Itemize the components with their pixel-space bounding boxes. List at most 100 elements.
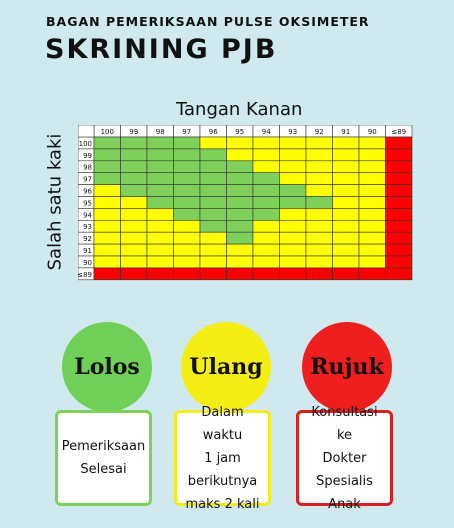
row-header-label: 99 bbox=[83, 152, 92, 160]
grid-cell bbox=[146, 220, 174, 233]
grid-cell bbox=[332, 136, 360, 150]
grid-cell bbox=[120, 136, 148, 150]
row-header-label: 97 bbox=[83, 176, 92, 184]
grid-cell bbox=[332, 196, 360, 209]
grid-cell bbox=[332, 267, 360, 281]
grid-cell bbox=[199, 172, 227, 185]
grid-cell bbox=[173, 184, 201, 197]
grid-cell bbox=[385, 196, 413, 209]
row-header-label: 90 bbox=[83, 259, 92, 267]
grid-cell bbox=[93, 196, 121, 209]
grid-cell bbox=[279, 172, 307, 185]
column-header-label: 92 bbox=[315, 128, 324, 136]
grid-cell bbox=[279, 220, 307, 233]
ulang-description-box: Dalam waktu 1 jam berikutnya maks 2 kali bbox=[174, 405, 271, 512]
grid-cell bbox=[279, 136, 307, 150]
corner-cell bbox=[78, 125, 95, 138]
grid-cell bbox=[173, 267, 201, 281]
grid-cell bbox=[226, 148, 254, 162]
grid-cell bbox=[120, 184, 148, 197]
rujuk-description-line: Dokter bbox=[322, 450, 367, 466]
rujuk-circle: Rujuk bbox=[302, 322, 392, 412]
grid-cell bbox=[120, 243, 148, 257]
grid-cell bbox=[120, 196, 148, 209]
grid-cell bbox=[199, 160, 227, 173]
grid-cell bbox=[120, 231, 148, 245]
grid-cell bbox=[146, 148, 174, 162]
grid-cell bbox=[173, 148, 201, 162]
grid-cell bbox=[199, 136, 227, 150]
grid-cell bbox=[146, 208, 174, 221]
grid-cell bbox=[385, 267, 413, 281]
grid-cell bbox=[305, 208, 333, 221]
grid-cell bbox=[93, 208, 121, 221]
grid-cell bbox=[252, 220, 280, 233]
grid-cell bbox=[226, 231, 254, 245]
grid-cell bbox=[146, 160, 174, 173]
rujuk-description-box: Konsultasi ke Dokter Spesialis Anak bbox=[296, 405, 393, 512]
grid-cell bbox=[358, 160, 386, 173]
top-axis-label: Tangan Kanan bbox=[176, 99, 303, 120]
grid-cell bbox=[252, 172, 280, 185]
grid-cell bbox=[93, 172, 121, 185]
side-axis-label: Salah satu kaki bbox=[44, 133, 66, 271]
grid-cell bbox=[226, 160, 254, 173]
grid-cell bbox=[358, 255, 386, 269]
grid-cell bbox=[173, 196, 201, 209]
grid-cell bbox=[173, 255, 201, 269]
grid-cell bbox=[199, 208, 227, 221]
grid-cell bbox=[93, 267, 121, 281]
grid-cell bbox=[305, 220, 333, 233]
column-header-label: 91 bbox=[341, 128, 350, 136]
rujuk-description-line: Anak bbox=[328, 496, 361, 512]
column-header-label: 99 bbox=[129, 128, 138, 136]
grid-cell bbox=[305, 160, 333, 173]
grid-cell bbox=[358, 267, 386, 281]
grid-cell bbox=[93, 231, 121, 245]
grid-cell bbox=[332, 208, 360, 221]
lolos-description-line: Selesai bbox=[80, 462, 127, 477]
column-header-label: 96 bbox=[209, 128, 218, 136]
grid-cell bbox=[146, 267, 174, 281]
grid-cell bbox=[120, 208, 148, 221]
grid-cell bbox=[146, 255, 174, 269]
grid-cell bbox=[252, 267, 280, 281]
grid-cell bbox=[385, 231, 413, 245]
row-header-label: 94 bbox=[83, 211, 92, 219]
grid-cell bbox=[358, 148, 386, 162]
grid-cell bbox=[358, 220, 386, 233]
lolos-description-line: Pemeriksaan bbox=[61, 439, 146, 454]
row-header-label: ≤89 bbox=[78, 271, 92, 279]
row-header-label: 95 bbox=[83, 199, 92, 207]
lolos-label: Lolos bbox=[74, 354, 140, 380]
grid-cell bbox=[358, 172, 386, 185]
grid-cell bbox=[305, 136, 333, 150]
ulang-description-line: Dalam waktu bbox=[201, 404, 244, 443]
grid-cell bbox=[358, 136, 386, 150]
grid-cell bbox=[146, 231, 174, 245]
grid-cell bbox=[146, 184, 174, 197]
screening-grid: 100 99 98 97 96 95 94 93 92 91 90 ≤89 100 99 98 97 96 95 9… bbox=[78, 125, 413, 281]
grid-cell bbox=[146, 196, 174, 209]
grid-cell bbox=[120, 220, 148, 233]
grid-cell bbox=[120, 267, 148, 281]
grid-cell bbox=[173, 231, 201, 245]
lolos-description-box: Pemeriksaan Selesai bbox=[55, 410, 152, 506]
grid-cell bbox=[173, 208, 201, 221]
grid-cell bbox=[199, 196, 227, 209]
column-header-label: 90 bbox=[368, 128, 377, 136]
grid-cell bbox=[252, 255, 280, 269]
column-header-label: 100 bbox=[101, 128, 114, 136]
grid-cell bbox=[358, 208, 386, 221]
rujuk-label: Rujuk bbox=[310, 354, 384, 380]
grid-cell bbox=[279, 255, 307, 269]
grid-cell bbox=[199, 184, 227, 197]
column-header-label: 98 bbox=[156, 128, 165, 136]
grid-cell bbox=[146, 243, 174, 257]
grid-cell bbox=[279, 208, 307, 221]
grid-cell bbox=[199, 267, 227, 281]
grid-cell bbox=[173, 172, 201, 185]
grid-cell bbox=[226, 208, 254, 221]
grid-cell bbox=[199, 148, 227, 162]
grid-cell bbox=[93, 184, 121, 197]
